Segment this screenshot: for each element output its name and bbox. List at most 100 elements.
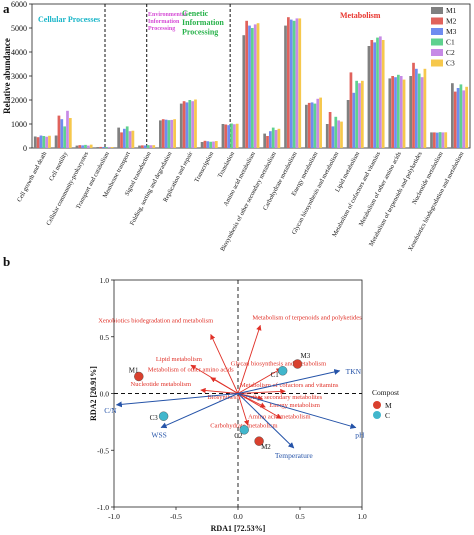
sample-point-M [134,371,144,382]
y-tick-label: 1000 [11,120,27,129]
bar-M3 [456,88,460,148]
bar-M2 [328,112,332,148]
bar-C2 [337,120,340,148]
bar-M3 [60,119,64,148]
group-title-line: Processing [148,26,175,32]
bar-M2 [307,102,311,148]
bar-C2 [45,136,48,148]
function-vector [237,368,282,394]
bar-C1 [334,116,338,148]
bar-M3 [352,92,356,148]
group-title-line: Information [182,18,224,27]
bar-M3 [227,125,231,148]
bar-C2 [399,76,403,148]
env-vector-label: Temperature [275,451,313,460]
legend-label: C1 [446,38,455,47]
bar-M3 [143,145,147,148]
bar-C1 [42,136,46,148]
bar-C1 [188,100,192,148]
bar-C1 [63,126,66,148]
function-vector [237,324,262,394]
bar-C2 [170,119,174,148]
bar-M3 [123,128,126,148]
bar-C1 [125,126,129,148]
x-tick-label: Cell growth and death [16,150,49,203]
bar-C1 [251,28,254,148]
bar-C3 [48,135,51,148]
panel-label-b: b [3,254,10,269]
bar-M2 [182,101,186,148]
bar-C3 [235,123,239,148]
env-vector-label: pH [355,431,365,440]
bar-M2 [287,17,290,149]
group-title-line: Information [148,19,180,25]
bar-M2 [349,72,353,148]
bar-C2 [316,98,320,148]
function-vector-label: Lipid metabolism [156,356,202,363]
sample-point-label: C3 [150,414,159,422]
bar-C3 [381,40,385,148]
bar-M1 [54,135,58,148]
bar-C2 [462,90,466,148]
bar-M3 [394,77,397,148]
bar-M3 [310,102,314,148]
group-title: Environmental Information Processing [148,12,187,32]
bar-C3 [277,128,281,148]
bar-C2 [441,132,445,148]
group-title-line: Processing [182,27,218,36]
function-vector-label: Metabolism of terpenoids and polyketides [252,314,362,321]
bar-C2 [378,36,382,148]
bar-C1 [397,74,400,148]
bar-M2 [433,132,436,148]
bar-C1 [417,73,421,148]
env-vector [237,393,295,449]
bar-C2 [86,145,90,148]
group-title: Metabolism [340,11,381,20]
env-vector [237,369,341,394]
bar-M2 [224,124,228,148]
x-tick-label: 0.0 [233,512,243,521]
sample-point-C [239,425,249,435]
bar-C1 [167,120,171,148]
y-tick-label: 0 [23,144,27,153]
function-vector [237,388,286,395]
bar-C1 [292,20,296,148]
function-vector [237,393,250,426]
bar-C2 [128,131,132,148]
function-vector-label: Energy metabolism [269,402,320,409]
function-vector-label: Nucleotide metabolism [131,381,191,388]
bar-M2 [99,146,103,148]
y-tick-label: -0.5 [97,446,109,455]
legend-label: C2 [446,48,455,57]
function-vector-label: Amino acid metabolism [248,413,310,420]
group-title-line: Cellular Processes [38,15,100,24]
bar-M2 [245,20,249,148]
bar-C2 [107,147,111,148]
bar-M1 [242,35,246,149]
bar-M2 [161,119,165,148]
bar-C1 [271,127,275,148]
group-title-line: Genetic [182,9,209,18]
legend-swatch-C2 [431,49,443,56]
y-tick-label: 1.0 [100,276,110,285]
bar-M1 [138,145,141,148]
bar-C1 [459,84,463,148]
bar-M1 [325,124,329,148]
env-vector [115,393,239,408]
x-tick-label: 0.5 [295,512,305,521]
x-tick-label: -1.0 [108,512,120,521]
bar-M2 [266,136,269,148]
bar-C3 [465,86,468,148]
bar-C3 [444,132,448,148]
legend-label: C3 [446,59,455,68]
bar-C3 [173,119,176,148]
bar-C1 [209,141,212,148]
bar-M2 [391,76,395,148]
legend-swatch-C1 [431,38,443,46]
bar-M2 [453,91,457,148]
function-vector [210,377,239,394]
bar-C3 [110,147,114,148]
bar-C1 [438,132,442,148]
bar-C3 [423,68,427,148]
